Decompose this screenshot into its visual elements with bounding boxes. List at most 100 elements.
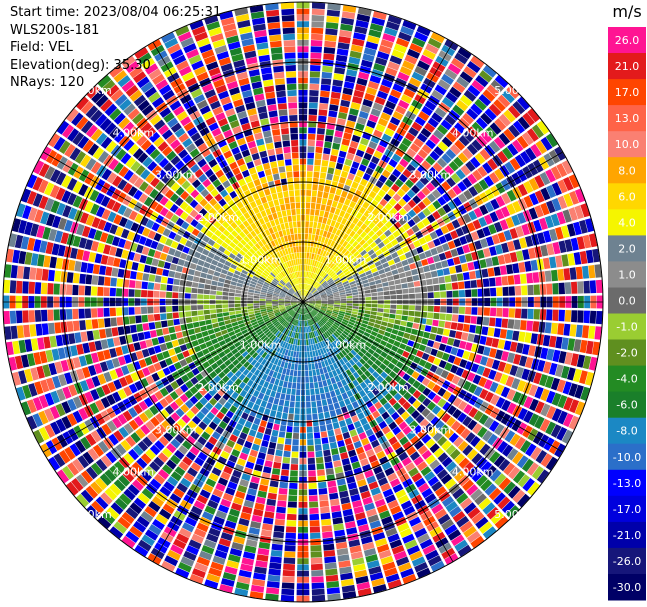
velocity-gate [564,310,572,322]
velocity-gate [284,335,289,342]
velocity-gate [455,424,466,435]
velocity-gate [199,320,206,327]
velocity-gate [365,554,379,563]
velocity-gate [369,281,376,286]
velocity-gate [305,291,309,297]
velocity-gate [345,369,352,377]
velocity-gate [402,168,412,178]
velocity-gate [333,266,339,272]
velocity-gate [222,415,231,424]
velocity-gate [398,421,408,431]
velocity-gate [441,413,451,423]
velocity-gate [359,326,366,332]
velocity-gate [340,578,355,587]
velocity-gate [415,305,422,311]
velocity-gate [318,412,325,420]
velocity-gate [149,330,157,338]
velocity-gate [293,319,297,326]
velocity-gate [207,329,215,335]
velocity-gate [244,420,253,429]
velocity-gate [556,211,566,225]
velocity-gate [341,138,351,146]
velocity-gate [579,250,588,265]
velocity-gate [307,240,311,247]
velocity-gate [319,500,329,508]
velocity-gate [474,439,486,452]
velocity-gate [16,280,23,294]
velocity-gate [284,342,289,349]
velocity-gate [580,386,590,401]
velocity-gate [445,461,457,473]
velocity-gate [419,538,433,550]
velocity-gate [403,203,412,213]
velocity-gate [356,426,365,435]
velocity-gate [224,319,231,325]
velocity-gate [375,123,386,133]
velocity-gate [325,568,338,576]
velocity-gate [343,347,350,354]
velocity-gate [240,297,247,301]
velocity-gate [338,112,348,120]
velocity-gate [454,52,469,65]
velocity-gate [330,98,340,106]
velocity-gate [341,340,348,347]
velocity-gate [335,54,348,63]
velocity-gate [456,273,464,281]
velocity-gate [380,340,388,347]
velocity-gate [406,405,416,415]
velocity-gate [265,388,272,396]
velocity-gate [309,376,314,383]
velocity-gate [375,348,383,355]
velocity-gate [480,238,489,248]
velocity-gate [458,281,465,290]
velocity-gate [425,412,436,422]
velocity-gate [294,364,298,371]
velocity-gate [400,277,407,284]
velocity-gate [273,525,285,533]
velocity-gate [319,494,329,501]
velocity-gate [295,338,298,345]
velocity-gate [290,338,295,345]
velocity-gate [54,322,62,334]
velocity-gate [319,263,324,269]
velocity-gate [355,384,363,392]
velocity-gate [173,488,185,499]
velocity-gate [342,591,357,599]
velocity-gate [340,305,347,308]
velocity-gate [245,494,256,502]
velocity-gate [319,355,324,362]
velocity-gate [549,256,557,269]
velocity-gate [513,274,521,285]
velocity-gate [402,441,413,451]
velocity-gate [399,254,407,261]
velocity-gate [564,352,573,365]
velocity-gate [285,356,290,363]
velocity-gate [373,275,381,281]
velocity-gate [218,277,225,283]
velocity-gate [194,562,208,573]
velocity-gate [511,378,521,390]
velocity-gate [364,469,374,479]
velocity-gate [134,544,149,557]
velocity-gate [351,401,359,409]
velocity-gate [303,289,305,296]
velocity-gate [376,221,384,229]
velocity-gate [436,327,444,335]
velocity-gate [292,312,297,318]
velocity-gate [481,326,489,336]
velocity-gate [418,111,430,122]
velocity-gate [444,321,452,329]
velocity-gate [324,556,337,564]
velocity-gate [530,333,538,345]
velocity-gate [326,199,333,206]
velocity-gate [399,436,409,446]
velocity-gate [453,356,462,366]
velocity-gate [324,237,329,245]
velocity-gate [282,457,291,464]
velocity-gate [462,112,474,125]
velocity-gate [361,437,370,446]
velocity-gate [375,57,388,66]
velocity-gate [281,582,295,589]
velocity-gate [475,75,489,88]
velocity-gate [356,13,371,23]
